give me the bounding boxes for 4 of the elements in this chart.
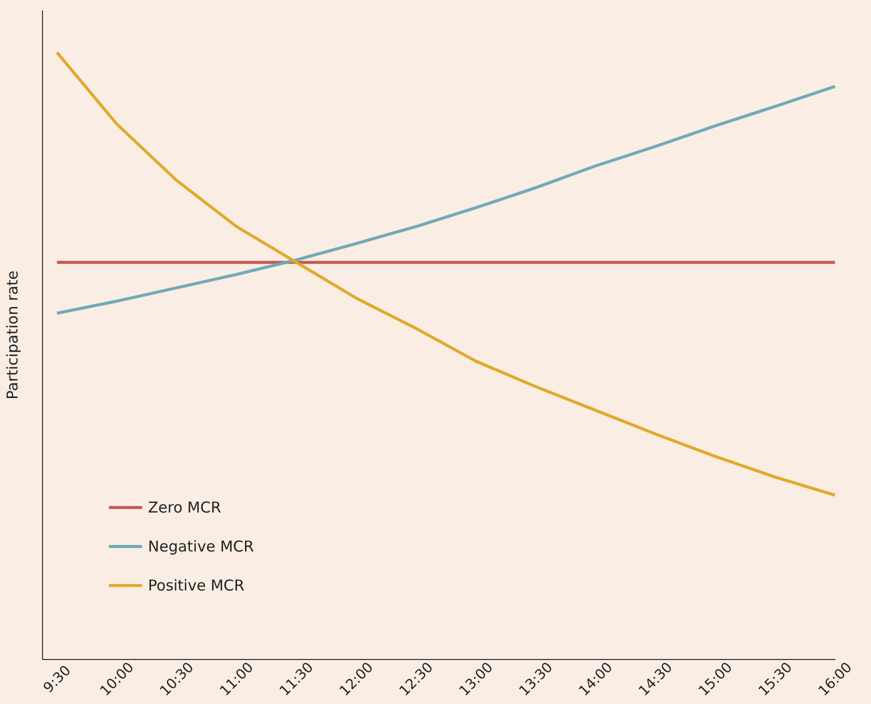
legend-label: Zero MCR (148, 498, 222, 516)
y-axis-title: Participation rate (4, 270, 22, 400)
legend-label: Positive MCR (148, 576, 244, 594)
legend-label: Negative MCR (148, 538, 254, 556)
